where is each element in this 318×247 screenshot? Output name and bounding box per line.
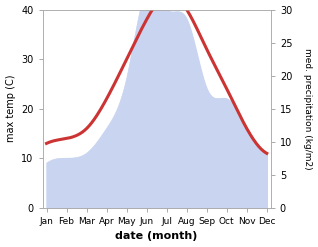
Y-axis label: med. precipitation (kg/m2): med. precipitation (kg/m2) — [303, 48, 313, 169]
Y-axis label: max temp (C): max temp (C) — [5, 75, 16, 143]
X-axis label: date (month): date (month) — [115, 231, 198, 242]
